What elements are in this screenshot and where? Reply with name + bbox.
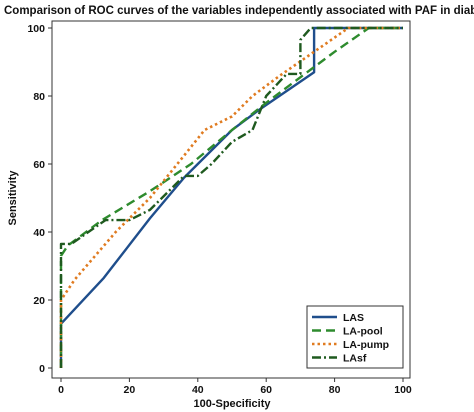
legend-label: LAsf [343,353,367,365]
x-tick-label: 100 [394,384,412,396]
plot-border [51,20,411,379]
series-line-lasf [59,26,403,368]
y-tick-label: 0 [39,363,45,375]
legend-box [306,305,404,369]
legend-label: LAS [343,312,364,324]
y-tick-label: 40 [33,227,45,239]
y-tick-label: 80 [33,91,45,103]
series-line-las [59,26,403,368]
x-tick-label: 20 [124,384,136,396]
y-tick-label: 60 [33,159,45,171]
legend-label: LA-pump [343,339,389,351]
x-tick-label: 80 [329,384,341,396]
x-tick-label: 60 [260,384,272,396]
x-tick-label: 40 [192,384,204,396]
legend-label: LA-pool [343,326,383,338]
y-axis-label: Sensitivity [7,170,19,226]
x-tick-label: 0 [58,384,64,396]
roc-series [59,26,403,368]
axis-ticks: 0 20 40 60 80 100 0 20 40 60 80 100 [27,23,411,396]
plot-area [51,20,411,379]
y-tick-label: 100 [27,23,45,35]
series-line-la-pool [59,26,403,368]
x-axis-label: 100-Specificity [193,398,271,410]
y-tick-label: 20 [33,295,45,307]
chart-title: Comparison of ROC curves of the variable… [4,5,474,17]
